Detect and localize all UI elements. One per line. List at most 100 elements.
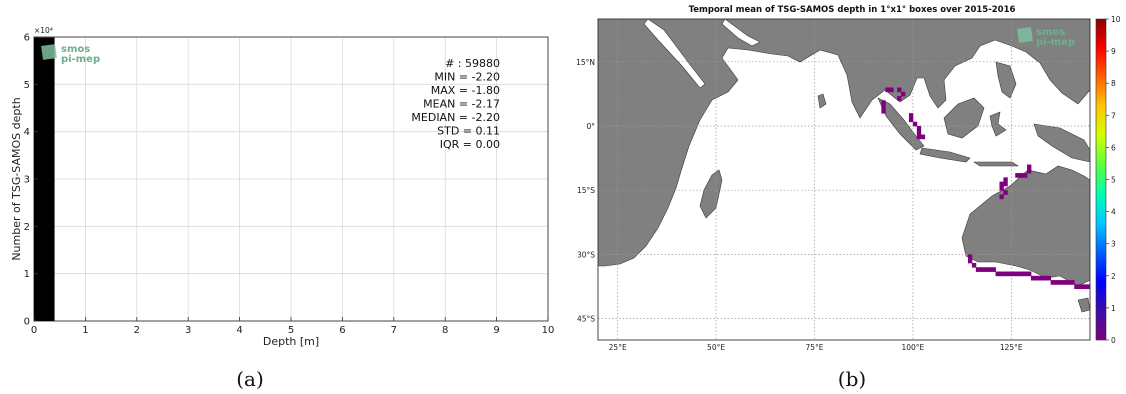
stats-line: MEDIAN = -2.20 <box>411 111 500 124</box>
map-panel: Temporal mean of TSG-SAMOS depth in 1°x1… <box>576 5 1121 391</box>
data-cell <box>1078 284 1083 290</box>
lon-tick-label: 50°E <box>707 343 725 352</box>
caption-b: (b) <box>838 367 866 391</box>
lon-tick-label: 75°E <box>805 343 823 352</box>
data-cell <box>1086 284 1090 290</box>
x-tick-label: 4 <box>236 325 242 336</box>
data-cell <box>971 262 977 268</box>
data-cell <box>881 108 886 114</box>
data-cell <box>885 87 890 93</box>
data-cell <box>1003 181 1008 187</box>
data-cell <box>881 100 886 105</box>
data-cell <box>1034 275 1040 281</box>
land-borneo <box>943 97 985 139</box>
lon-tick-label: 25°E <box>609 343 627 352</box>
red-sea <box>643 19 706 89</box>
histogram-bars <box>34 37 55 322</box>
data-cell <box>1023 271 1028 277</box>
map-gridlines <box>598 19 1090 340</box>
y-tick-label: 6 <box>24 33 30 44</box>
data-cell <box>1074 284 1079 290</box>
data-cell <box>999 181 1004 187</box>
land-australia <box>961 165 1090 287</box>
data-cell <box>1027 271 1032 277</box>
data-cell <box>1003 190 1008 195</box>
data-cell <box>979 267 985 272</box>
persian-gulf <box>721 19 761 47</box>
y-tick-label: 3 <box>24 175 30 186</box>
x-tick-label: 8 <box>442 325 448 336</box>
colorbar-tick-label: 10 <box>1111 15 1121 24</box>
histogram-bar <box>34 37 55 322</box>
colorbar-tick-label: 4 <box>1111 208 1116 217</box>
lat-tick-label: 30°S <box>577 250 595 259</box>
logo-line-1: smos <box>61 44 90 55</box>
colorbar-tick-label: 1 <box>1111 304 1116 313</box>
land-sulawesi <box>989 111 1007 137</box>
data-cell <box>967 258 973 264</box>
y-tick-label: 2 <box>24 222 30 233</box>
data-cell <box>1046 275 1052 281</box>
map-title: Temporal mean of TSG-SAMOS depth in 1°x1… <box>689 5 1016 15</box>
data-cell <box>1015 271 1020 277</box>
data-cell <box>1015 173 1020 178</box>
data-cell <box>881 104 886 110</box>
y-tick-label: 0 <box>24 317 30 328</box>
data-cell <box>920 134 926 140</box>
x-tick-label: 1 <box>82 325 88 336</box>
data-cell <box>1003 177 1008 183</box>
colorbar-tick-label: 7 <box>1111 111 1116 120</box>
data-cell <box>1054 280 1059 285</box>
map-frame <box>597 18 1091 341</box>
map-layers: smos pi-mep <box>598 19 1090 340</box>
data-cell <box>1070 280 1075 285</box>
x-tick-label: 2 <box>134 325 140 336</box>
land-new-guinea <box>1033 123 1090 163</box>
x-tick-label: 9 <box>493 325 499 336</box>
x-tick-label: 6 <box>339 325 345 336</box>
data-cell <box>1050 280 1055 285</box>
data-cell <box>967 254 973 260</box>
land-afro-eurasia <box>598 19 1090 267</box>
lat-tick-label: 45°S <box>577 315 595 324</box>
logo-line-1: smos <box>1036 27 1065 38</box>
data-cell <box>908 113 914 118</box>
stats-line: # : 59880 <box>445 57 500 70</box>
map-lat-tick-labels: 15°N 0° 15°S 30°S 45°S <box>576 58 595 324</box>
land-madagascar <box>699 169 723 219</box>
data-cell <box>995 271 1000 277</box>
x-tick-label: 7 <box>391 325 397 336</box>
colorbar-tick-label: 3 <box>1111 240 1116 249</box>
data-cell <box>916 134 922 140</box>
lon-tick-label: 100°E <box>901 343 924 352</box>
stats-line: IQR = 0.00 <box>440 138 500 151</box>
data-cell <box>1058 280 1063 285</box>
y-axis-label: Number of TSG-SAMOS depth <box>10 97 23 260</box>
logo-mark <box>1017 27 1033 43</box>
data-cell <box>991 267 996 272</box>
map-lon-tick-labels: 25°E 50°E 75°E 100°E 125°E <box>609 343 1023 352</box>
data-cell <box>1019 173 1024 178</box>
y-tick-label: 5 <box>24 80 30 91</box>
data-cell <box>1003 271 1008 277</box>
colorbar-gradient <box>1095 18 1107 341</box>
data-cell <box>912 121 918 127</box>
data-cell <box>999 185 1004 191</box>
data-cell <box>975 267 981 272</box>
histogram-panel: 0 1 2 3 4 5 6 7 8 9 10 0 1 2 3 4 5 6 ×10⁴ Depth [m] Numb… <box>10 26 554 391</box>
land-java <box>919 147 971 163</box>
y-tick-label: 1 <box>24 269 30 280</box>
data-cell <box>1011 271 1016 277</box>
histogram-x-ticks: 0 1 2 3 4 5 6 7 8 9 10 <box>31 317 555 336</box>
x-tick-label: 10 <box>542 325 555 336</box>
colorbar: 0 1 2 3 4 5 6 7 8 9 10 <box>1095 15 1121 345</box>
colorbar-tick-label: 8 <box>1111 79 1116 88</box>
stats-line: MEAN = -2.17 <box>423 98 500 111</box>
lon-tick-label: 125°E <box>1000 343 1023 352</box>
lat-tick-label: 0° <box>586 122 595 131</box>
map-data-cells <box>881 87 1090 290</box>
data-cell <box>987 267 992 272</box>
data-cell <box>901 91 906 97</box>
data-cell <box>1027 164 1032 170</box>
